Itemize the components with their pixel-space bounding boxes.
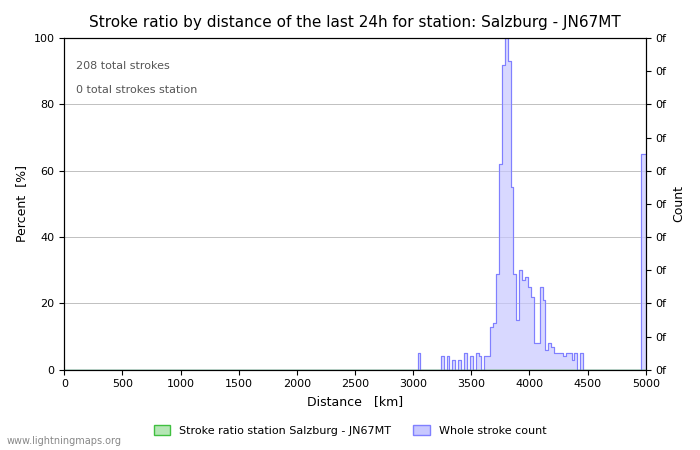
- Legend: Stroke ratio station Salzburg - JN67MT, Whole stroke count: Stroke ratio station Salzburg - JN67MT, …: [149, 420, 551, 440]
- Text: 0 total strokes station: 0 total strokes station: [76, 85, 197, 94]
- Y-axis label: Percent  [%]: Percent [%]: [15, 166, 28, 243]
- Text: 208 total strokes: 208 total strokes: [76, 61, 169, 71]
- Text: www.lightningmaps.org: www.lightningmaps.org: [7, 436, 122, 446]
- X-axis label: Distance   [km]: Distance [km]: [307, 395, 403, 408]
- Y-axis label: Count: Count: [672, 185, 685, 222]
- Title: Stroke ratio by distance of the last 24h for station: Salzburg - JN67MT: Stroke ratio by distance of the last 24h…: [89, 15, 621, 30]
